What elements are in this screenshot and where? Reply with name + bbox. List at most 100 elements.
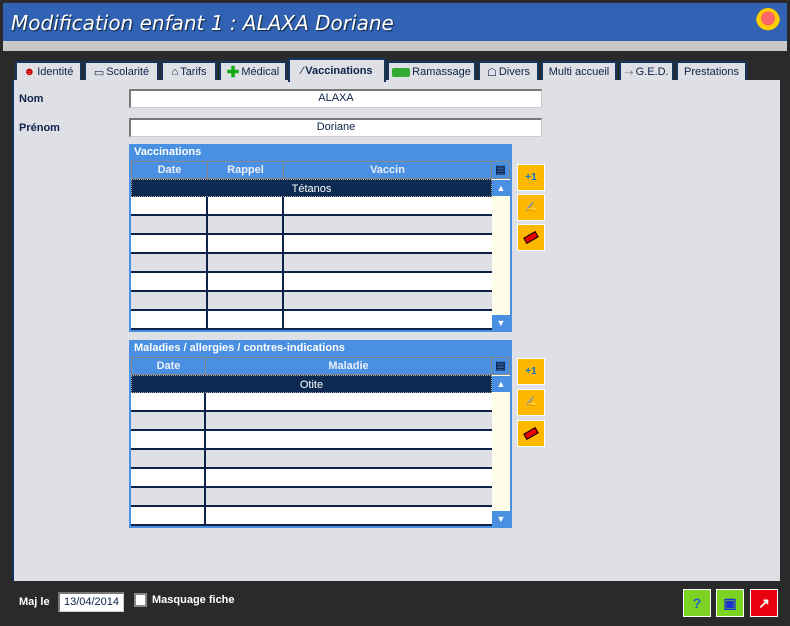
maj-date-field[interactable]: 13/04/2014 [58, 592, 124, 612]
scroll-up-icon[interactable]: ▲ [492, 180, 510, 196]
column-header-date[interactable]: Date [131, 161, 208, 179]
save-button[interactable]: ▣ [716, 589, 744, 617]
tab-divers[interactable]: ☖ Divers [478, 61, 539, 81]
maladies-grid: Maladies / allergies / contres-indicatio… [129, 340, 512, 528]
help-button[interactable]: ? [683, 589, 711, 617]
column-chooser-icon[interactable]: ▤ [491, 161, 510, 179]
title-bar: Modification enfant 1 : ALAXA Doriane [3, 3, 787, 41]
table-cell [284, 292, 492, 309]
syringe-icon: ⁄ [301, 65, 304, 77]
vaccinations-title: Vaccinations [134, 146, 202, 158]
table-cell [131, 197, 208, 214]
tab-prestations[interactable]: Prestations [676, 61, 747, 81]
tab-ged[interactable]: ⇢ G.E.D. [619, 61, 674, 81]
table-cell [284, 273, 492, 290]
table-cell [131, 254, 208, 271]
table-row[interactable] [131, 197, 492, 216]
table-row[interactable] [131, 273, 492, 292]
bus-icon [392, 67, 411, 77]
scroll-down-icon[interactable]: ▼ [492, 315, 510, 331]
table-cell [131, 292, 208, 309]
table-cell [208, 254, 284, 271]
tab-vaccinations[interactable]: ⁄ Vaccinations [288, 58, 386, 82]
table-cell [131, 393, 206, 410]
table-row[interactable] [131, 393, 492, 412]
table-cell [131, 450, 206, 467]
table-row[interactable] [131, 292, 492, 311]
masquage-label: Masquage fiche [152, 594, 235, 606]
table-cell [131, 412, 206, 429]
scrollbar[interactable]: ▲ ▼ [492, 179, 510, 331]
window-title: Modification enfant 1 : ALAXA Doriane [11, 11, 394, 35]
table-cell [208, 197, 284, 214]
table-cell [131, 488, 206, 505]
tab-medical[interactable]: ✚ Médical [219, 61, 287, 81]
nom-label: Nom [19, 93, 44, 105]
add-vaccination-button[interactable]: +1 [517, 164, 545, 191]
edit-maladie-button[interactable]: ✍ [517, 389, 545, 416]
table-cell [131, 216, 208, 233]
delete-vaccination-button[interactable] [517, 224, 545, 251]
column-chooser-icon[interactable]: ▤ [491, 357, 510, 375]
column-header-maladie[interactable]: Maladie [205, 357, 492, 375]
person-icon: ☻ [23, 66, 36, 78]
help-icon: ? [692, 595, 702, 611]
maladies-title: Maladies / allergies / contres-indicatio… [134, 342, 345, 354]
table-cell [206, 412, 492, 429]
table-row[interactable] [131, 235, 492, 254]
table-cell [208, 216, 284, 233]
table-row[interactable] [131, 412, 492, 431]
maj-label: Maj le [19, 596, 50, 608]
table-cell [208, 235, 284, 252]
table-row[interactable] [131, 507, 492, 526]
cartoon-face-logo-icon [756, 8, 780, 34]
scroll-down-icon[interactable]: ▼ [492, 511, 510, 527]
table-row-selected[interactable]: Otite [131, 375, 492, 393]
table-row[interactable] [131, 450, 492, 469]
scrollbar[interactable]: ▲ ▼ [492, 375, 510, 527]
scroll-up-icon[interactable]: ▲ [492, 376, 510, 392]
tab-tarifs[interactable]: ⌂ Tarifs [161, 61, 217, 81]
add-maladie-button[interactable]: +1 [517, 358, 545, 385]
table-cell [206, 488, 492, 505]
edit-hand-icon: ✍ [524, 397, 538, 408]
table-row-selected[interactable]: Tétanos [131, 179, 492, 197]
table-cell [284, 311, 492, 328]
table-cell [208, 292, 284, 309]
tab-ramassage[interactable]: Ramassage [387, 61, 476, 81]
table-row[interactable] [131, 254, 492, 273]
column-header-rappel[interactable]: Rappel [207, 161, 284, 179]
column-header-vaccin[interactable]: Vaccin [283, 161, 492, 179]
column-header-date[interactable]: Date [131, 357, 206, 375]
table-cell [131, 431, 206, 448]
tab-scolarite[interactable]: ▭ Scolarité [84, 61, 159, 81]
table-row[interactable] [131, 431, 492, 450]
table-row[interactable] [131, 216, 492, 235]
prenom-field[interactable]: Doriane [129, 118, 542, 137]
table-row[interactable] [131, 311, 492, 330]
nom-field[interactable]: ALAXA [129, 89, 542, 108]
green-cross-icon: ✚ [226, 64, 240, 81]
misc-icon: ☖ [486, 66, 497, 79]
edit-vaccination-button[interactable]: ✍ [517, 194, 545, 221]
document-link-icon: ⇢ [624, 66, 634, 79]
table-row[interactable] [131, 488, 492, 507]
table-row[interactable] [131, 469, 492, 488]
table-cell [206, 393, 492, 410]
exit-arrow-icon: ↗ [758, 594, 770, 611]
floppy-disk-icon: ▣ [723, 594, 737, 611]
tab-multi-accueil[interactable]: Multi accueil [541, 61, 617, 81]
table-cell [131, 311, 208, 328]
delete-maladie-button[interactable] [517, 420, 545, 447]
price-tag-icon: ⌂ [171, 66, 179, 78]
table-cell [131, 469, 206, 486]
tab-identite[interactable]: ☻ Identité [15, 61, 82, 81]
table-cell [206, 469, 492, 486]
masquage-checkbox[interactable] [134, 593, 147, 607]
table-cell [131, 507, 206, 524]
table-cell [206, 450, 492, 467]
table-cell [131, 273, 208, 290]
close-button[interactable]: ↗ [750, 589, 778, 617]
table-cell [284, 235, 492, 252]
table-cell [284, 254, 492, 271]
